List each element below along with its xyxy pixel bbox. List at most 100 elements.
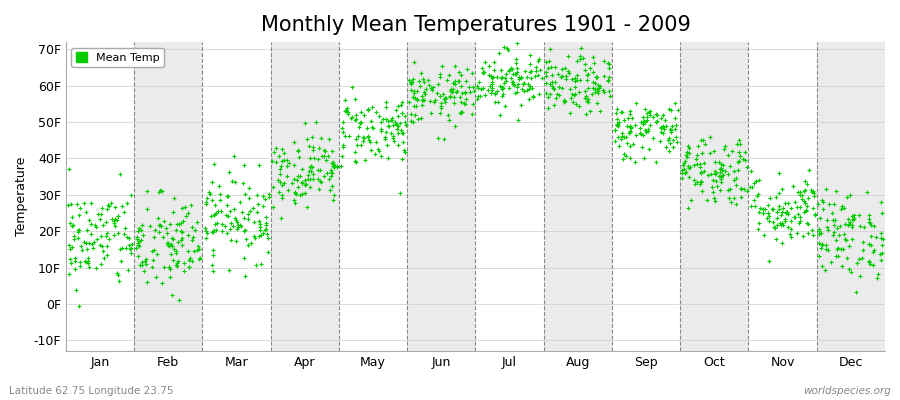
Point [347, 148, 362, 155]
Point [274, 146, 289, 152]
Point [290, 176, 304, 183]
Point [90, 236, 104, 242]
Point [326, 160, 340, 167]
Point [230, 221, 245, 228]
Point [643, 108, 657, 114]
Point [250, 201, 265, 207]
Point [568, 91, 582, 97]
Point [780, 209, 795, 216]
Point [499, 78, 513, 84]
Point [845, 212, 859, 219]
Point [603, 93, 617, 100]
Point [509, 60, 524, 67]
Point [391, 112, 405, 119]
Point [424, 84, 438, 91]
Point [752, 205, 767, 211]
Point [395, 110, 410, 116]
Point [218, 222, 232, 229]
Point [788, 199, 803, 205]
Point [726, 177, 741, 184]
Point [695, 150, 709, 156]
Point [852, 255, 867, 262]
Point [403, 78, 418, 85]
Point [336, 119, 350, 125]
Point [578, 95, 592, 101]
Point [766, 206, 780, 212]
Point [625, 115, 639, 122]
Point [418, 79, 432, 85]
Point [541, 65, 555, 71]
Point [731, 167, 745, 173]
Point [317, 173, 331, 179]
Point [729, 182, 743, 188]
Point [806, 232, 820, 238]
Point [224, 236, 238, 243]
Point [387, 138, 401, 144]
Point [523, 69, 537, 76]
Point [814, 230, 829, 236]
Point [398, 113, 412, 119]
Point [588, 80, 602, 86]
Point [174, 228, 188, 234]
Bar [544, 42, 612, 351]
Point [816, 206, 831, 212]
Point [476, 85, 491, 91]
Point [364, 118, 379, 124]
Point [694, 168, 708, 175]
Point [519, 74, 534, 80]
Point [172, 221, 186, 227]
Point [596, 86, 610, 93]
Point [451, 78, 465, 84]
Point [260, 231, 274, 238]
Point [193, 246, 207, 253]
Point [168, 250, 183, 256]
Point [253, 261, 267, 268]
Point [208, 220, 222, 227]
Point [414, 97, 428, 103]
Point [779, 209, 794, 216]
Point [649, 119, 663, 126]
Point [539, 80, 554, 86]
Point [393, 120, 408, 126]
Point [287, 189, 302, 195]
Point [629, 132, 643, 138]
Point [356, 138, 370, 144]
Point [112, 278, 126, 284]
Point [162, 221, 176, 227]
Point [656, 124, 670, 130]
Point [78, 209, 93, 215]
Point [563, 95, 578, 101]
Point [199, 198, 213, 205]
Point [760, 210, 775, 216]
Point [668, 115, 682, 121]
Point [447, 100, 462, 107]
Point [784, 218, 798, 224]
Point [567, 78, 581, 84]
Point [382, 123, 396, 129]
Point [185, 224, 200, 230]
Point [539, 69, 554, 75]
Point [229, 238, 243, 245]
Point [386, 133, 400, 139]
Point [302, 143, 317, 150]
Point [692, 181, 706, 187]
Point [183, 254, 197, 261]
Point [866, 249, 880, 256]
Point [602, 88, 616, 94]
Point [775, 186, 789, 192]
Point [242, 185, 256, 192]
Point [253, 221, 267, 228]
Point [634, 144, 649, 150]
Point [796, 232, 810, 239]
Point [443, 94, 457, 100]
Point [776, 205, 790, 211]
Point [496, 91, 510, 98]
Point [257, 227, 272, 234]
Point [807, 193, 822, 199]
Point [204, 262, 219, 268]
Point [368, 151, 382, 157]
Point [182, 264, 196, 270]
Point [131, 238, 146, 244]
Point [117, 208, 131, 215]
Point [819, 246, 833, 252]
